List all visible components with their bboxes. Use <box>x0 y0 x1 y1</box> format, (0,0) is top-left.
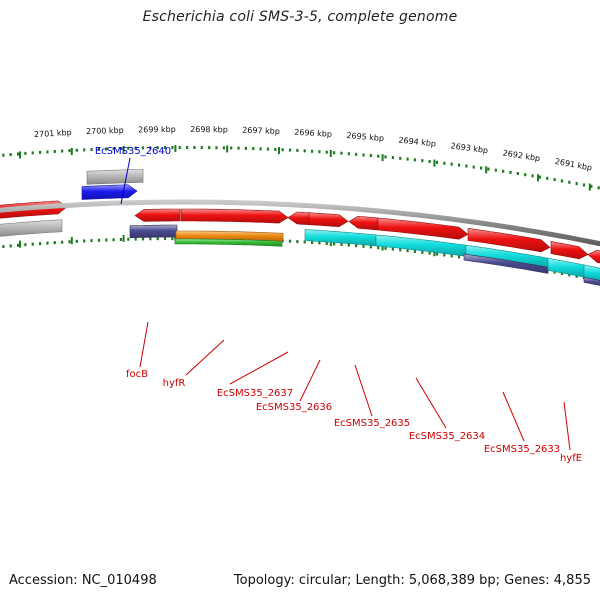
gene-grey-top <box>86 169 144 185</box>
label-hyfR: hyfR <box>163 378 186 389</box>
label-leader-lines <box>120 157 571 451</box>
gene-2635-red <box>348 215 379 231</box>
leader-hyfE <box>563 401 571 451</box>
scale-label: 2691 kbp <box>554 157 593 173</box>
label-EcSMS35_2635: EcSMS35_2635 <box>334 418 410 429</box>
scale-label: 2697 kbp <box>242 126 280 136</box>
gene-hyfE-navy <box>583 276 600 286</box>
gene-focB <box>129 224 178 238</box>
scale-label: 2692 kbp <box>502 148 541 163</box>
label-EcSMS35_2633: EcSMS35_2633 <box>484 444 560 455</box>
gene-focB-adjacent <box>134 208 181 222</box>
gene-hyfE-red <box>550 241 589 260</box>
gene-features <box>0 169 600 286</box>
scale-label: 2693 kbp <box>450 141 489 155</box>
accession-text: Accession: NC_010498 <box>9 573 157 588</box>
label-EcSMS35_2634: EcSMS35_2634 <box>409 431 485 442</box>
scale-label: 2696 kbp <box>294 128 332 139</box>
gene-hyf-red <box>180 208 289 224</box>
genome-backbone <box>0 199 600 247</box>
gene-2634-red <box>377 217 469 240</box>
gene-hyfR-green <box>174 238 283 247</box>
gene-edge-red <box>587 249 600 264</box>
scale-label: 2698 kbp <box>190 125 228 134</box>
label-EcSMS35_2637: EcSMS35_2637 <box>217 388 293 399</box>
gene-grey-left <box>0 219 63 237</box>
scale-label: 2699 kbp <box>138 125 176 134</box>
label-EcSMS35_2636: EcSMS35_2636 <box>256 402 332 413</box>
scale-label: 2700 kbp <box>86 126 124 136</box>
genome-stats-text: Topology: circular; Length: 5,068,389 bp… <box>233 573 591 588</box>
scale-label: 2695 kbp <box>346 131 384 143</box>
label-focB: focB <box>126 369 148 380</box>
outer-tick-ring <box>2 145 600 191</box>
leader-hyfR <box>185 339 225 376</box>
gene-EcSMS35_2633 <box>547 257 585 278</box>
gene-2636-red <box>308 212 349 228</box>
leader-EcSMS35_2633 <box>502 391 525 442</box>
scale-label: 2694 kbp <box>398 136 436 149</box>
scale-label: 2701 kbp <box>34 128 72 139</box>
leader-EcSMS35_2634 <box>415 377 447 429</box>
leader-focB <box>139 321 149 368</box>
leader-EcSMS35_2636 <box>299 359 321 402</box>
gene-2633-red <box>467 227 551 253</box>
leader-EcSMS35_2637 <box>229 351 289 385</box>
gene-2637-red <box>287 211 310 226</box>
label-hyfE: hyfE <box>560 453 582 464</box>
leader-EcSMS35_2640 <box>120 157 131 205</box>
backbone-band <box>0 199 600 247</box>
gene-EcSMS35_2640 <box>81 184 138 200</box>
label-EcSMS35_2640: EcSMS35_2640 <box>95 146 171 157</box>
leader-EcSMS35_2635 <box>354 364 373 417</box>
map-title: Escherichia coli SMS-3-5, complete genom… <box>142 9 458 25</box>
gene-labels: EcSMS35_2640 focB hyfR EcSMS35_2637 EcSMS35_… <box>95 146 582 464</box>
